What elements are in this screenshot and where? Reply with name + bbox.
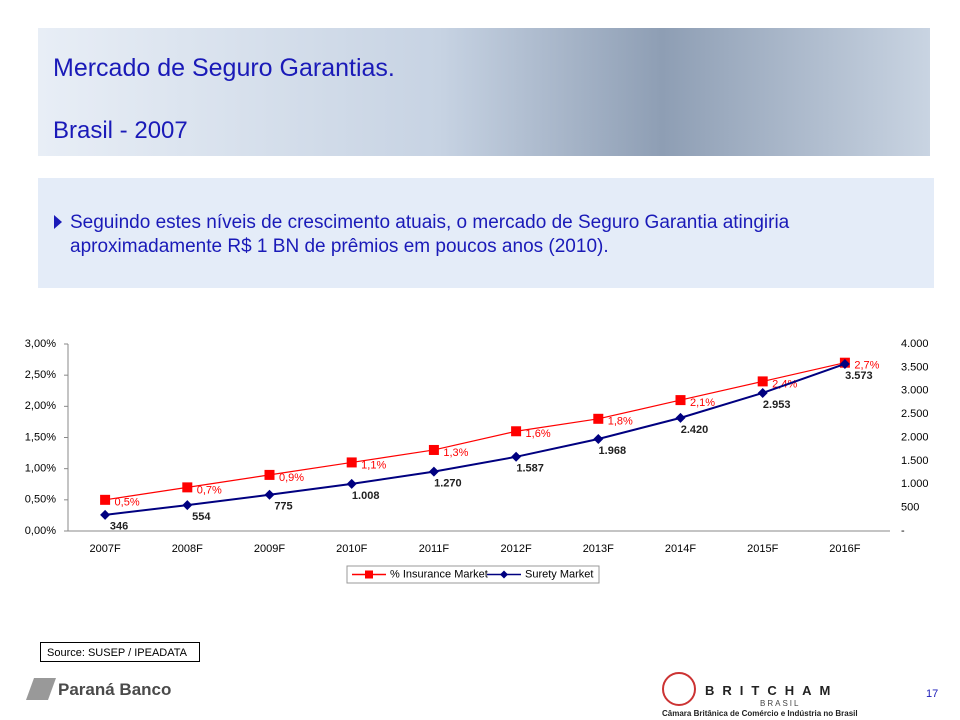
bullet-arrow <box>54 215 62 229</box>
marker <box>675 412 686 423</box>
marker <box>511 426 522 437</box>
y-tick-label: 1,00% <box>25 463 56 475</box>
y-tick-label: 0,50% <box>25 494 56 506</box>
value-label: 3.573 <box>845 370 873 382</box>
x-tick-label: 2015F <box>747 543 778 555</box>
marker <box>264 469 275 480</box>
x-tick-label: 2011F <box>419 543 450 555</box>
y2-tick-label: 2.500 <box>901 408 929 420</box>
x-tick-label: 2012F <box>500 543 531 555</box>
subtitle: Brasil - 2007 <box>53 117 188 144</box>
y-tick-label: 2,50% <box>25 369 56 381</box>
y2-tick-label: 1.000 <box>901 478 929 490</box>
y2-tick-label: 3.000 <box>901 385 929 397</box>
series-line <box>105 362 846 501</box>
y-tick-label: 3,00% <box>25 338 56 350</box>
marker <box>511 451 522 462</box>
marker <box>757 387 768 398</box>
value-label: 554 <box>192 511 211 523</box>
chart: 0,00% 0,50% 1,00% 1,50% 2,00% 2,50% 3,00% - 500 1… <box>25 338 929 584</box>
y2-tick-label: 3.500 <box>901 361 929 373</box>
y2-tick-label: - <box>901 525 905 537</box>
x-tick-label: 2013F <box>583 543 614 555</box>
value-label: 2,1% <box>690 397 715 409</box>
x-tick-label: 2010F <box>336 543 367 555</box>
marker <box>100 494 111 505</box>
value-label: 1.270 <box>434 478 462 490</box>
bullet-box <box>38 178 934 288</box>
bank-logo <box>25 678 57 700</box>
y2-tick-label: 2.000 <box>901 431 929 443</box>
value-label: 0,5% <box>115 497 140 509</box>
marker <box>675 395 686 406</box>
marker <box>839 358 850 369</box>
value-label: 2.953 <box>763 399 791 411</box>
marker <box>100 509 111 520</box>
britcham: BRITCHAM <box>705 683 839 698</box>
x-tick-label: 2007F <box>89 543 120 555</box>
value-label: 1.968 <box>599 445 627 457</box>
value-label: 1,3% <box>443 447 468 459</box>
value-label: 2.420 <box>681 424 709 436</box>
header-banner <box>38 28 930 156</box>
marker <box>346 457 357 468</box>
value-label: 1,1% <box>361 459 386 471</box>
value-label: 0,9% <box>279 472 304 484</box>
value-label: 1.008 <box>352 490 380 502</box>
value-label: 2,7% <box>854 360 879 372</box>
legend-marker <box>500 570 508 579</box>
bullet-text: Seguindo estes níveis de crescimento atu… <box>70 212 790 257</box>
x-tick-label: 2014F <box>665 543 696 555</box>
marker <box>593 433 604 444</box>
y2-tick-label: 500 <box>901 502 919 514</box>
series-line <box>104 363 846 516</box>
marker <box>757 376 768 387</box>
y-tick-label: 2,00% <box>25 400 56 412</box>
title: Mercado de Seguro Garantias. <box>53 54 395 82</box>
marker <box>264 489 275 500</box>
source: Source: SUSEP / IPEADATA <box>40 642 200 662</box>
legend-marker <box>365 570 373 579</box>
legend-label: % Insurance Market <box>390 568 488 580</box>
marker <box>428 466 439 477</box>
britcham-caption: Câmara Britânica de Comércio e Indústria… <box>662 709 858 718</box>
britcham-logo <box>662 672 696 706</box>
value-label: 0,7% <box>197 484 222 496</box>
x-tick-label: 2009F <box>254 543 285 555</box>
y2-tick-label: 4.000 <box>901 338 929 350</box>
legend-box <box>346 565 600 584</box>
y-tick-label: 0,00% <box>25 525 56 537</box>
marker <box>182 482 193 493</box>
y2-tick-label: 1.500 <box>901 455 929 467</box>
value-label: 1,6% <box>526 428 551 440</box>
marker <box>182 500 193 511</box>
bank-name: Paraná Banco <box>58 680 172 699</box>
legend-label: Surety Market <box>525 568 593 580</box>
page-number: 17 <box>926 688 939 700</box>
marker <box>593 413 604 424</box>
value-label: 1,8% <box>608 416 633 428</box>
value-label: 775 <box>274 501 292 513</box>
x-tick-label: 2016F <box>829 543 860 555</box>
marker <box>428 444 439 455</box>
value-label: 346 <box>110 521 128 533</box>
y-tick-label: 1,50% <box>25 431 56 443</box>
x-tick-label: 2008F <box>172 543 203 555</box>
value-label: 1.587 <box>516 463 544 475</box>
marker <box>346 478 357 489</box>
britcham-sub: BRASIL <box>760 699 801 708</box>
